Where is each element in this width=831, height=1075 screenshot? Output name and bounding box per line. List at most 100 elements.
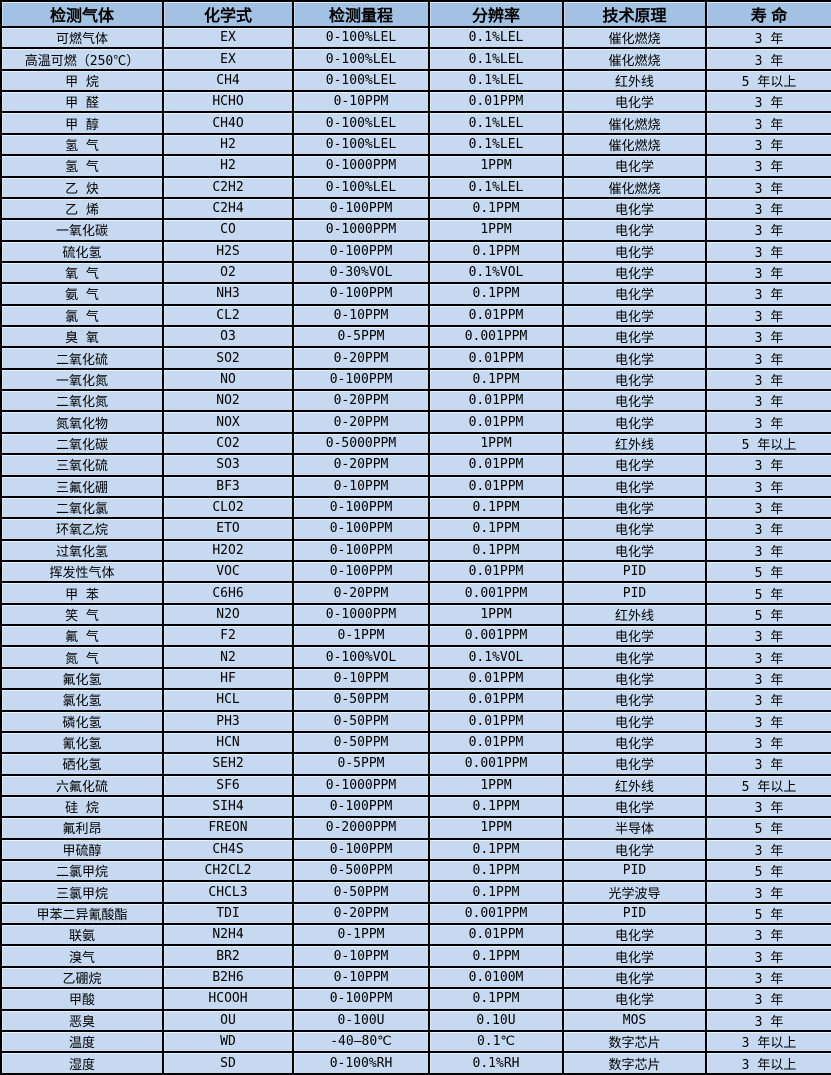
cell-principle: 红外线 bbox=[562, 602, 707, 627]
cell-resolution: 0.1%LEL bbox=[428, 132, 564, 157]
cell-range: 0-1PPM bbox=[292, 923, 430, 947]
cell-range: 0-100%LEL bbox=[292, 68, 430, 93]
cell-resolution: 0.1%LEL bbox=[428, 68, 564, 93]
cell-resolution: 1PPM bbox=[428, 773, 564, 797]
col-header-resolution: 分辨率 bbox=[428, 0, 564, 28]
cell-principle: 电化学 bbox=[562, 624, 707, 648]
cell-lifespan: 3 年 bbox=[705, 325, 831, 349]
cell-formula: O2 bbox=[162, 260, 294, 285]
cell-range: -40—80℃ bbox=[292, 1029, 430, 1054]
cell-range: 0-100U bbox=[292, 1008, 430, 1032]
cell-resolution: 0.1%LEL bbox=[428, 25, 564, 50]
cell-principle: 电化学 bbox=[562, 495, 707, 520]
cell-formula: CHCL3 bbox=[162, 880, 294, 904]
cell-principle: 电化学 bbox=[562, 196, 707, 221]
cell-formula: BF3 bbox=[162, 474, 294, 498]
cell-resolution: 0.01PPM bbox=[428, 666, 564, 691]
cell-formula: VOC bbox=[162, 559, 294, 584]
table-row: 乙硼烷 B2H6 0-10PPM 0.0100M 电化学 3 年 bbox=[0, 965, 831, 990]
cell-lifespan: 5 年以上 bbox=[705, 773, 831, 797]
table-row: 硅 烷 SIH4 0-100PPM 0.1PPM 电化学 3 年 bbox=[0, 794, 831, 819]
table-row: 一氧化氮 NO 0-100PPM 0.1PPM 电化学 3 年 bbox=[0, 367, 831, 392]
table-row: 三氟化硼 BF3 0-10PPM 0.01PPM 电化学 3 年 bbox=[0, 474, 831, 498]
cell-resolution: 0.01PPM bbox=[428, 474, 564, 498]
cell-resolution: 0.1PPM bbox=[428, 538, 564, 563]
cell-gas: 挥发性气体 bbox=[0, 559, 164, 584]
cell-principle: 电化学 bbox=[562, 923, 707, 947]
cell-principle: 红外线 bbox=[562, 68, 707, 93]
cell-gas: 硅 烷 bbox=[0, 794, 164, 819]
cell-resolution: 0.01PPM bbox=[428, 453, 564, 477]
cell-lifespan: 5 年 bbox=[705, 559, 831, 584]
cell-principle: 电化学 bbox=[562, 90, 707, 114]
table-row: 臭 氧 O3 0-5PPM 0.001PPM 电化学 3 年 bbox=[0, 325, 831, 349]
cell-resolution: 1PPM bbox=[428, 602, 564, 627]
cell-principle: 电化学 bbox=[562, 303, 707, 328]
cell-principle: 电化学 bbox=[562, 965, 707, 990]
cell-formula: EX bbox=[162, 47, 294, 71]
cell-range: 0-10PPM bbox=[292, 303, 430, 328]
cell-resolution: 0.01PPM bbox=[428, 303, 564, 328]
table-row: 氮 气 N2 0-100%VOL 0.1%VOL 电化学 3 年 bbox=[0, 645, 831, 669]
cell-formula: BR2 bbox=[162, 944, 294, 968]
cell-gas: 可燃气体 bbox=[0, 25, 164, 50]
cell-gas: 三氟化硼 bbox=[0, 474, 164, 498]
cell-lifespan: 3 年 bbox=[705, 132, 831, 157]
cell-resolution: 0.001PPM bbox=[428, 752, 564, 776]
cell-formula: ETO bbox=[162, 517, 294, 541]
cell-formula: O3 bbox=[162, 325, 294, 349]
cell-lifespan: 3 年 bbox=[705, 944, 831, 968]
cell-lifespan: 5 年 bbox=[705, 602, 831, 627]
cell-formula: NO bbox=[162, 367, 294, 392]
cell-gas: 二氧化硫 bbox=[0, 346, 164, 370]
cell-gas: 甲苯二异氰酸酯 bbox=[0, 901, 164, 926]
table-row: 甲 醛 HCHO 0-10PPM 0.01PPM 电化学 3 年 bbox=[0, 90, 831, 114]
table-row: 甲硫醇 CH4S 0-100PPM 0.1PPM 电化学 3 年 bbox=[0, 837, 831, 862]
cell-formula: HCOOH bbox=[162, 987, 294, 1011]
table-row: 温度 WD -40—80℃ 0.1℃ 数字芯片 3 年以上 bbox=[0, 1029, 831, 1054]
table-row: 磷化氢 PH3 0-50PPM 0.01PPM 电化学 3 年 bbox=[0, 709, 831, 733]
cell-formula: HCHO bbox=[162, 90, 294, 114]
cell-principle: 电化学 bbox=[562, 794, 707, 819]
cell-range: 0-50PPM bbox=[292, 730, 430, 755]
cell-gas: 联氨 bbox=[0, 923, 164, 947]
cell-resolution: 0.01PPM bbox=[428, 559, 564, 584]
table-row: 氢 气 H2 0-100%LEL 0.1%LEL 催化燃烧 3 年 bbox=[0, 132, 831, 157]
cell-principle: 电化学 bbox=[562, 410, 707, 434]
cell-lifespan: 3 年 bbox=[705, 260, 831, 285]
cell-resolution: 0.01PPM bbox=[428, 923, 564, 947]
cell-principle: 红外线 bbox=[562, 773, 707, 797]
cell-formula: N2O bbox=[162, 602, 294, 627]
cell-formula: HCN bbox=[162, 730, 294, 755]
cell-lifespan: 3 年 bbox=[705, 709, 831, 733]
cell-lifespan: 3 年 bbox=[705, 154, 831, 178]
cell-principle: 电化学 bbox=[562, 239, 707, 263]
cell-formula: B2H6 bbox=[162, 965, 294, 990]
cell-principle: 电化学 bbox=[562, 538, 707, 563]
cell-lifespan: 3 年 bbox=[705, 25, 831, 50]
cell-gas: 三氧化硫 bbox=[0, 453, 164, 477]
cell-gas: 氟 气 bbox=[0, 624, 164, 648]
cell-range: 0-2000PPM bbox=[292, 816, 430, 840]
cell-formula: NOX bbox=[162, 410, 294, 434]
col-header-principle: 技术原理 bbox=[562, 0, 707, 28]
cell-range: 0-100%LEL bbox=[292, 47, 430, 71]
cell-resolution: 0.1PPM bbox=[428, 282, 564, 306]
cell-gas: 氢 气 bbox=[0, 154, 164, 178]
cell-principle: PID bbox=[562, 559, 707, 584]
cell-principle: 数字芯片 bbox=[562, 1051, 707, 1075]
cell-lifespan: 3 年 bbox=[705, 666, 831, 691]
cell-lifespan: 5 年 bbox=[705, 901, 831, 926]
cell-range: 0-20PPM bbox=[292, 901, 430, 926]
cell-lifespan: 3 年 bbox=[705, 90, 831, 114]
cell-formula: SO3 bbox=[162, 453, 294, 477]
col-header-formula: 化学式 bbox=[162, 0, 294, 28]
table-row: 可燃气体 EX 0-100%LEL 0.1%LEL 催化燃烧 3 年 bbox=[0, 25, 831, 50]
cell-formula: SEH2 bbox=[162, 752, 294, 776]
cell-formula: FREON bbox=[162, 816, 294, 840]
cell-principle: 电化学 bbox=[562, 837, 707, 862]
table-row: 二氯甲烷 CH2CL2 0-500PPM 0.1PPM PID 5 年 bbox=[0, 858, 831, 883]
cell-gas: 甲酸 bbox=[0, 987, 164, 1011]
table-row: 三氧化硫 SO3 0-20PPM 0.01PPM 电化学 3 年 bbox=[0, 453, 831, 477]
cell-formula: H2O2 bbox=[162, 538, 294, 563]
